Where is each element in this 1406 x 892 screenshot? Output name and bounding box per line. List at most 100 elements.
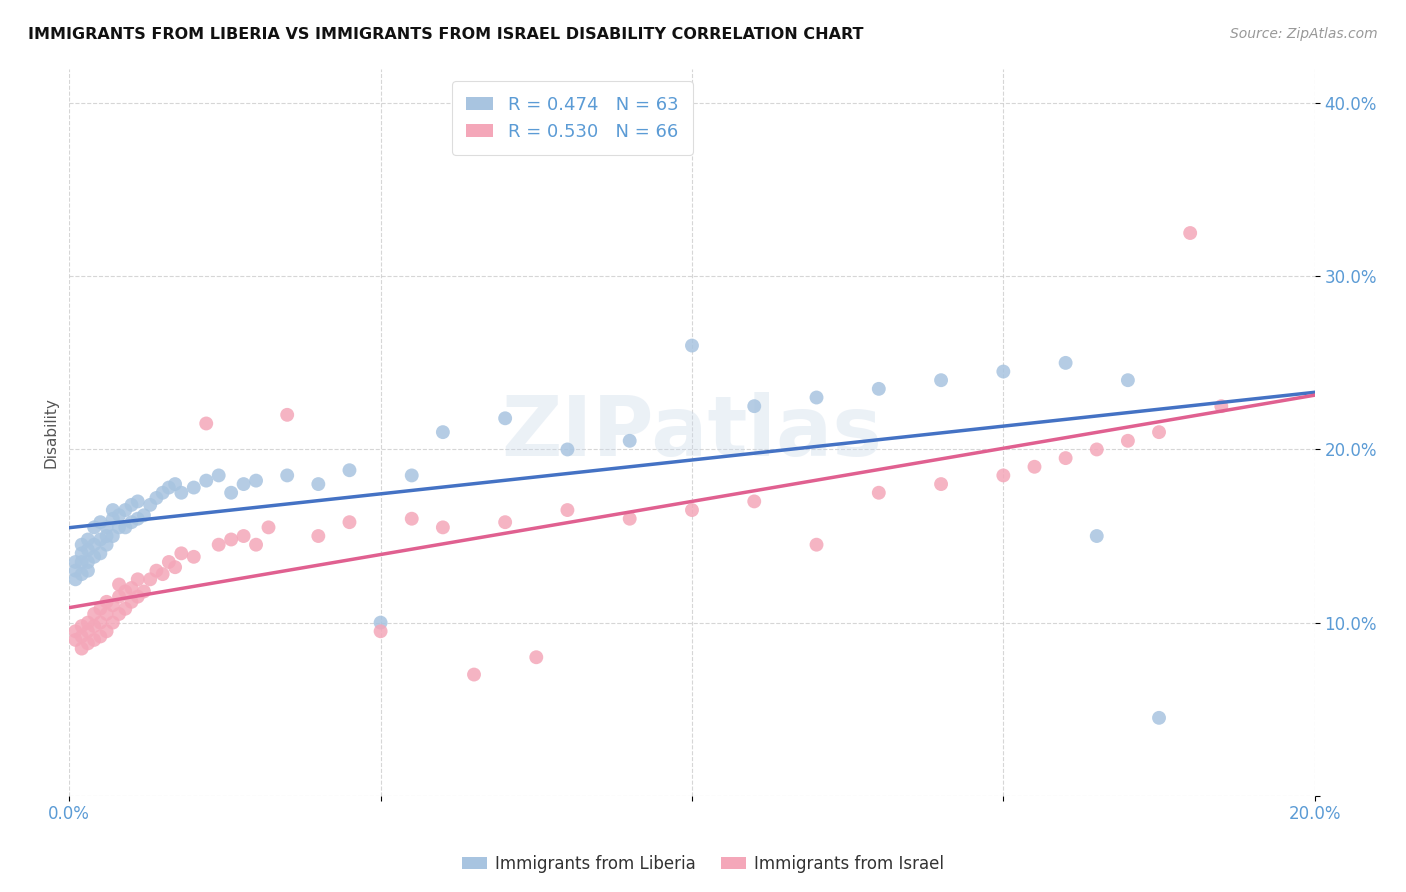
Point <box>83 632 105 647</box>
Point <box>183 549 205 564</box>
Point <box>1085 529 1108 543</box>
Point <box>929 373 952 387</box>
Point <box>993 365 1015 379</box>
Point <box>401 468 423 483</box>
Point <box>132 584 155 599</box>
Point <box>145 564 167 578</box>
Point <box>681 338 703 352</box>
Point <box>806 538 828 552</box>
Point <box>1116 434 1139 448</box>
Point <box>127 590 149 604</box>
Point <box>232 529 254 543</box>
Point <box>1211 399 1233 413</box>
Point <box>1054 451 1077 466</box>
Point <box>108 508 131 523</box>
Point <box>89 533 111 547</box>
Point <box>208 538 231 552</box>
Point <box>139 572 162 586</box>
Point <box>1116 373 1139 387</box>
Point <box>195 417 218 431</box>
Point <box>83 619 105 633</box>
Point <box>127 572 149 586</box>
Point <box>257 520 280 534</box>
Point <box>96 607 118 621</box>
Point <box>77 533 100 547</box>
Point <box>1147 425 1170 439</box>
Point <box>1147 711 1170 725</box>
Point <box>83 549 105 564</box>
Point <box>219 533 242 547</box>
Point <box>494 515 516 529</box>
Point <box>619 434 641 448</box>
Text: ZIPatlas: ZIPatlas <box>502 392 883 473</box>
Point <box>170 546 193 560</box>
Point <box>524 650 547 665</box>
Point <box>339 463 361 477</box>
Point <box>77 555 100 569</box>
Point <box>114 520 136 534</box>
Legend: R = 0.474   N = 63, R = 0.530   N = 66: R = 0.474 N = 63, R = 0.530 N = 66 <box>451 81 693 155</box>
Point <box>219 485 242 500</box>
Point <box>170 485 193 500</box>
Point <box>65 555 87 569</box>
Text: Source: ZipAtlas.com: Source: ZipAtlas.com <box>1230 27 1378 41</box>
Point <box>70 538 93 552</box>
Point <box>152 567 174 582</box>
Point <box>681 503 703 517</box>
Point <box>77 636 100 650</box>
Point <box>65 572 87 586</box>
Point <box>132 508 155 523</box>
Point <box>929 477 952 491</box>
Point <box>139 498 162 512</box>
Point <box>742 494 765 508</box>
Point <box>89 615 111 630</box>
Point <box>77 624 100 639</box>
Point <box>868 382 890 396</box>
Point <box>339 515 361 529</box>
Point <box>432 520 454 534</box>
Point <box>165 477 187 491</box>
Point <box>89 630 111 644</box>
Point <box>65 632 87 647</box>
Point <box>557 503 579 517</box>
Point <box>276 468 298 483</box>
Point <box>1178 226 1201 240</box>
Point <box>70 619 93 633</box>
Point <box>619 512 641 526</box>
Point <box>77 564 100 578</box>
Point <box>89 546 111 560</box>
Point <box>96 529 118 543</box>
Point <box>108 577 131 591</box>
Point <box>195 474 218 488</box>
Point <box>401 512 423 526</box>
Point <box>70 555 93 569</box>
Point <box>993 468 1015 483</box>
Point <box>432 425 454 439</box>
Point <box>77 615 100 630</box>
Point <box>121 515 143 529</box>
Point <box>157 481 180 495</box>
Point <box>83 607 105 621</box>
Point <box>89 515 111 529</box>
Point <box>742 399 765 413</box>
Point <box>121 581 143 595</box>
Point <box>65 564 87 578</box>
Point <box>370 615 392 630</box>
Text: IMMIGRANTS FROM LIBERIA VS IMMIGRANTS FROM ISRAEL DISABILITY CORRELATION CHART: IMMIGRANTS FROM LIBERIA VS IMMIGRANTS FR… <box>28 27 863 42</box>
Point <box>70 546 93 560</box>
Point <box>121 595 143 609</box>
Point <box>165 560 187 574</box>
Point <box>868 485 890 500</box>
Point <box>183 481 205 495</box>
Point <box>101 615 124 630</box>
Point <box>101 512 124 526</box>
Y-axis label: Disability: Disability <box>44 397 58 467</box>
Point <box>96 595 118 609</box>
Point <box>96 520 118 534</box>
Point <box>121 498 143 512</box>
Point <box>806 391 828 405</box>
Point <box>70 567 93 582</box>
Point <box>370 624 392 639</box>
Point <box>307 529 329 543</box>
Point <box>114 503 136 517</box>
